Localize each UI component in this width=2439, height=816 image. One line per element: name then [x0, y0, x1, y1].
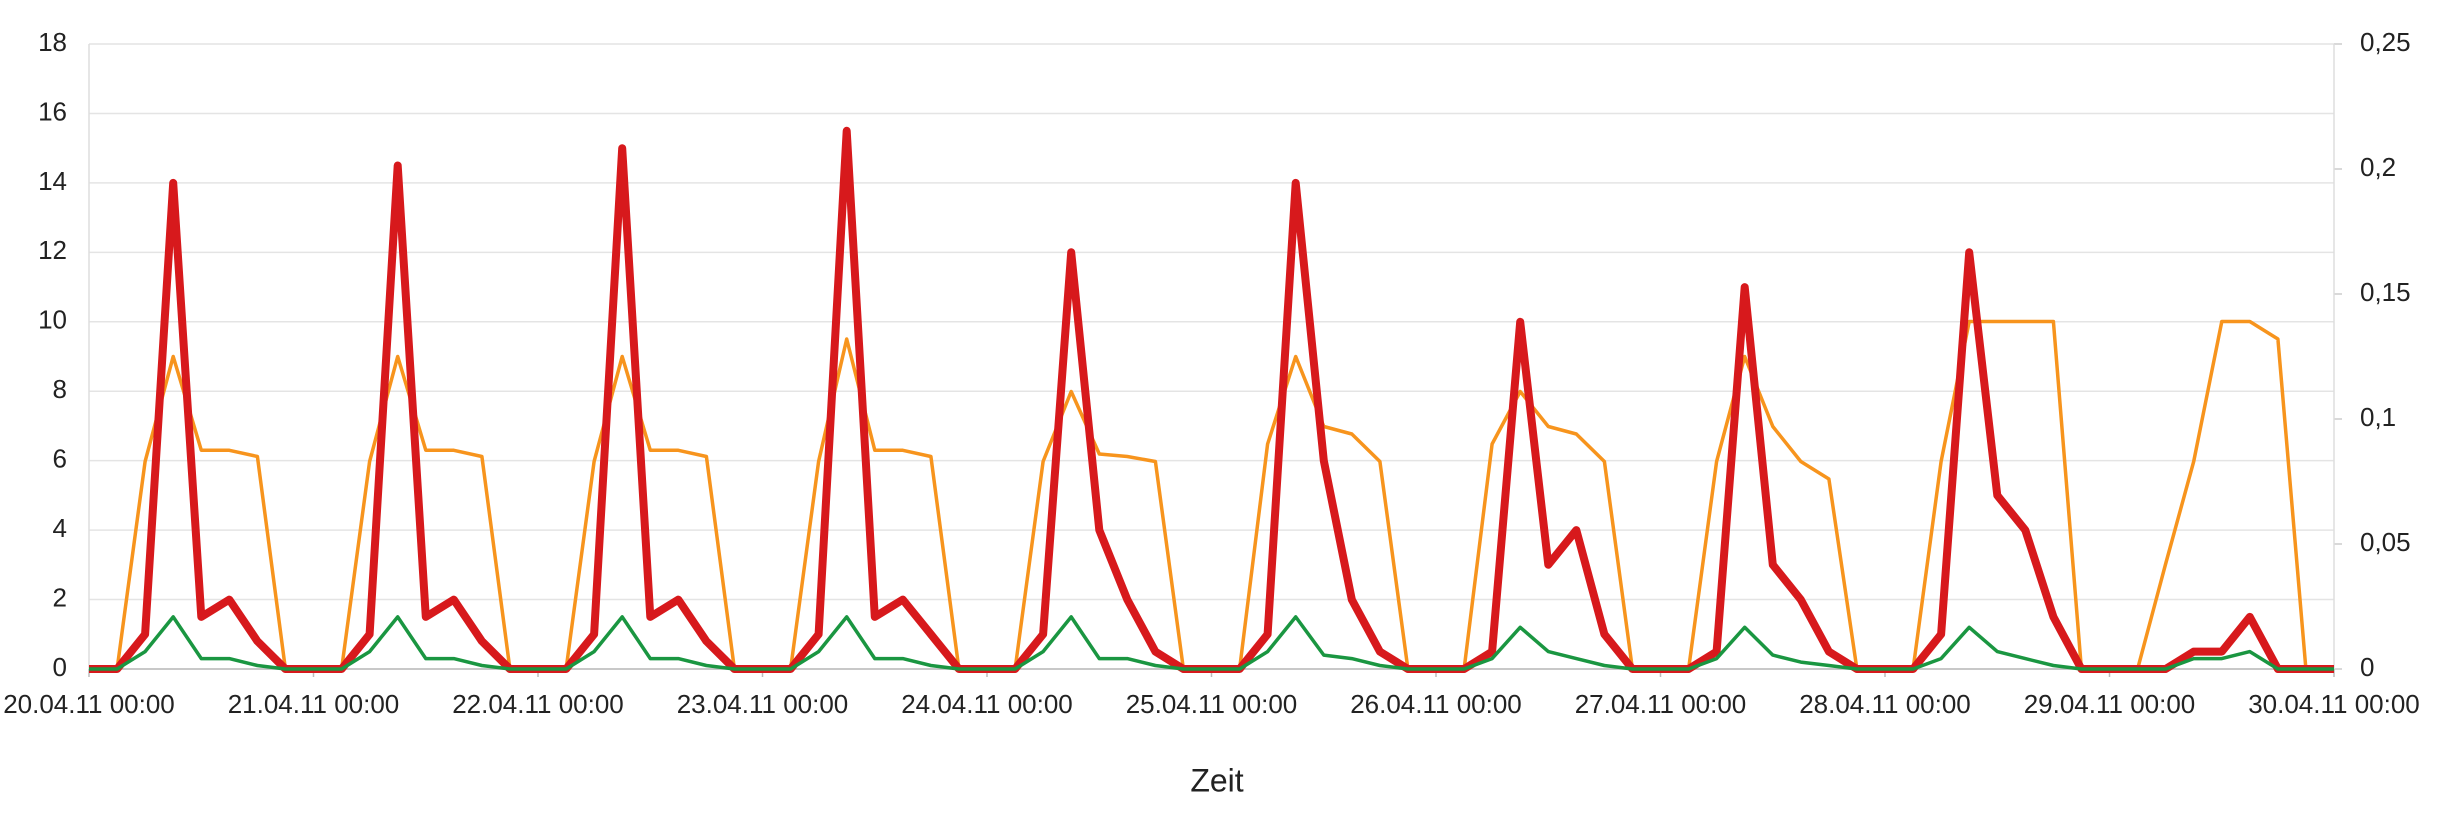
x-tick-label: 30.04.11 00:00	[2248, 689, 2420, 719]
y-tick-label: 0	[53, 652, 67, 682]
y-tick-label: 16	[38, 96, 67, 126]
x-tick-label: 28.04.11 00:00	[1799, 689, 1971, 719]
x-tick-label: 24.04.11 00:00	[901, 689, 1073, 719]
series-line	[89, 126, 2334, 673]
y-tick-label: 10	[38, 305, 67, 335]
y2-tick-label: 0,15	[2360, 277, 2411, 307]
x-tick-label: 22.04.11 00:00	[452, 689, 624, 719]
y2-tick-label: 0,2	[2360, 152, 2396, 182]
y-tick-label: 14	[38, 166, 67, 196]
y-tick-label: 6	[53, 444, 67, 474]
y-tick-label: 18	[38, 27, 67, 57]
x-tick-label: 26.04.11 00:00	[1350, 689, 1522, 719]
x-tick-label: 23.04.11 00:00	[677, 689, 849, 719]
x-tick-label: 29.04.11 00:00	[2024, 689, 2196, 719]
y-tick-label: 2	[53, 582, 67, 612]
y2-tick-label: 0,25	[2360, 27, 2411, 57]
y2-tick-label: 0,1	[2360, 402, 2396, 432]
x-tick-label: 27.04.11 00:00	[1575, 689, 1747, 719]
x-tick-label: 21.04.11 00:00	[228, 689, 400, 719]
y-tick-label: 12	[38, 235, 67, 265]
series-line	[89, 615, 2334, 671]
y2-tick-label: 0,05	[2360, 527, 2411, 557]
y-tick-label: 8	[53, 374, 67, 404]
y2-tick-label: 0	[2360, 652, 2374, 682]
x-tick-label: 25.04.11 00:00	[1126, 689, 1298, 719]
y-tick-label: 4	[53, 513, 67, 543]
x-axis-label: Zeit	[1190, 762, 1243, 798]
x-tick-label: 20.04.11 00:00	[3, 689, 175, 719]
